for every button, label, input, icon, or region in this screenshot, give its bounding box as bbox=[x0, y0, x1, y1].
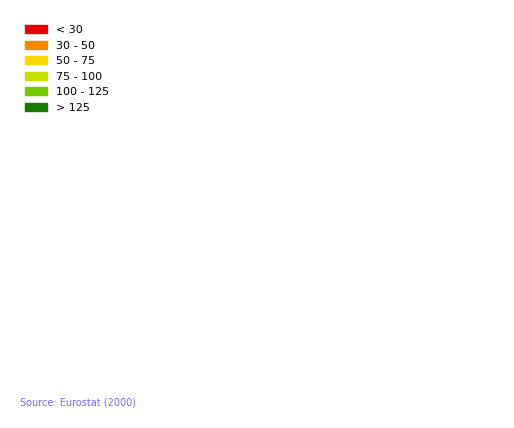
Legend: < 30, 30 - 50, 50 - 75, 75 - 100, 100 - 125, > 125: < 30, 30 - 50, 50 - 75, 75 - 100, 100 - … bbox=[21, 21, 114, 117]
Text: Source: Eurostat (2000): Source: Eurostat (2000) bbox=[20, 397, 136, 407]
